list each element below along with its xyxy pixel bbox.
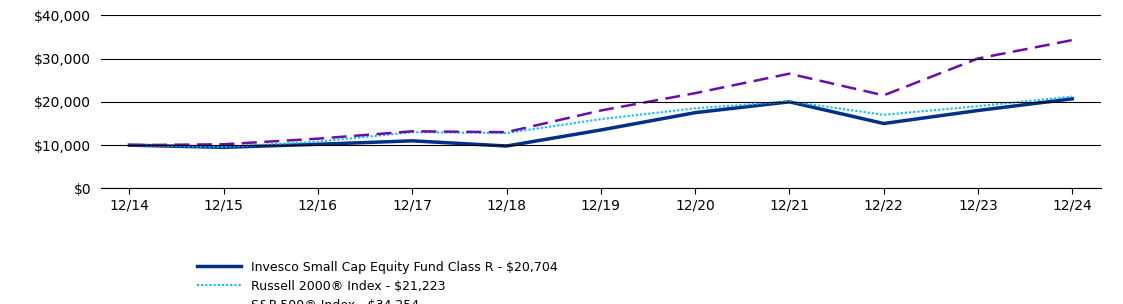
S&P 500® Index - $34,254 [971, 57, 985, 60]
Invesco Small Cap Equity Fund Class R - $20,704 [405, 139, 419, 143]
Russell 2000® Index - $21,223 [405, 130, 419, 134]
Invesco Small Cap Equity Fund Class R - $20,704 [877, 122, 891, 125]
Legend: Invesco Small Cap Equity Fund Class R - $20,704, Russell 2000® Index - $21,223, : Invesco Small Cap Equity Fund Class R - … [198, 261, 558, 304]
S&P 500® Index - $34,254 [1066, 38, 1079, 42]
S&P 500® Index - $34,254 [217, 143, 230, 146]
Invesco Small Cap Equity Fund Class R - $20,704 [122, 143, 136, 147]
S&P 500® Index - $34,254 [688, 91, 702, 95]
Russell 2000® Index - $21,223 [122, 143, 136, 147]
Line: S&P 500® Index - $34,254: S&P 500® Index - $34,254 [129, 40, 1072, 145]
S&P 500® Index - $34,254 [500, 130, 513, 134]
Russell 2000® Index - $21,223 [500, 131, 513, 135]
S&P 500® Index - $34,254 [122, 143, 136, 147]
S&P 500® Index - $34,254 [783, 72, 796, 75]
Russell 2000® Index - $21,223 [877, 113, 891, 117]
S&P 500® Index - $34,254 [311, 137, 325, 140]
Line: Invesco Small Cap Equity Fund Class R - $20,704: Invesco Small Cap Equity Fund Class R - … [129, 99, 1072, 147]
Invesco Small Cap Equity Fund Class R - $20,704 [688, 111, 702, 115]
Invesco Small Cap Equity Fund Class R - $20,704 [217, 146, 230, 149]
Invesco Small Cap Equity Fund Class R - $20,704 [500, 144, 513, 148]
S&P 500® Index - $34,254 [594, 109, 608, 112]
Russell 2000® Index - $21,223 [971, 104, 985, 108]
Invesco Small Cap Equity Fund Class R - $20,704 [783, 100, 796, 104]
Invesco Small Cap Equity Fund Class R - $20,704 [1066, 97, 1079, 101]
S&P 500® Index - $34,254 [877, 94, 891, 97]
Invesco Small Cap Equity Fund Class R - $20,704 [311, 143, 325, 146]
Russell 2000® Index - $21,223 [311, 140, 325, 143]
Invesco Small Cap Equity Fund Class R - $20,704 [594, 128, 608, 132]
Russell 2000® Index - $21,223 [783, 100, 796, 103]
S&P 500® Index - $34,254 [405, 130, 419, 133]
Line: Russell 2000® Index - $21,223: Russell 2000® Index - $21,223 [129, 97, 1072, 147]
Russell 2000® Index - $21,223 [594, 117, 608, 121]
Russell 2000® Index - $21,223 [1066, 95, 1079, 98]
Russell 2000® Index - $21,223 [217, 145, 230, 149]
Invesco Small Cap Equity Fund Class R - $20,704 [971, 109, 985, 112]
Russell 2000® Index - $21,223 [688, 106, 702, 110]
